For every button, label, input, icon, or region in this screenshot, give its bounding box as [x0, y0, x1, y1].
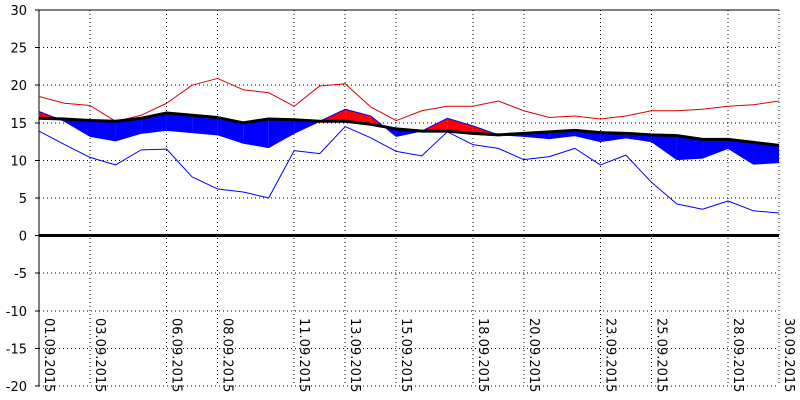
y-tick-label: 0 [19, 230, 27, 245]
below-normal-area [166, 113, 193, 133]
below-normal-area [192, 115, 218, 135]
series-max-line [38, 77, 780, 122]
x-tick-label: 18.09.2015 [475, 318, 490, 392]
x-axis-tick-labels: 01.09.2015 03.09.2015 06.09.2015 08.09.2015… [41, 318, 796, 392]
y-tick-label: 10 [10, 154, 27, 169]
y-axis-tick-labels: 30 25 20 15 10 5 0 -5 -10 -15 -20 [6, 4, 27, 395]
y-tick-label: 20 [10, 79, 27, 94]
x-tick-label: 06.09.2015 [169, 318, 184, 392]
below-normal-area [753, 142, 779, 165]
x-tick-label: 30.09.2015 [781, 318, 796, 392]
below-normal-area [600, 132, 626, 142]
below-normal-area [702, 139, 728, 159]
below-normal-area [676, 135, 703, 160]
x-tick-label: 28.09.2015 [730, 318, 745, 392]
x-tick-label: 15.09.2015 [398, 318, 413, 392]
x-tick-label: 01.09.2015 [41, 318, 56, 392]
x-tick-label: 25.09.2015 [653, 318, 668, 392]
y-tick-label: 30 [10, 4, 27, 19]
y-tick-label: 5 [19, 192, 27, 207]
x-tick-label: 03.09.2015 [92, 318, 107, 392]
below-normal-area [243, 119, 269, 148]
y-tick-label: -15 [6, 342, 27, 357]
below-normal-area [115, 118, 142, 141]
x-tick-label: 13.09.2015 [347, 318, 362, 392]
series-mean-line [38, 108, 780, 165]
y-tick-label: -5 [14, 267, 27, 282]
plot-frame [35, 9, 780, 387]
below-normal-area [727, 139, 754, 165]
below-normal-area [651, 134, 677, 160]
x-tick-label: 08.09.2015 [220, 318, 235, 392]
below-normal-area [268, 119, 295, 148]
above-normal-area [447, 118, 473, 134]
x-tick-label: 20.09.2015 [526, 318, 541, 392]
x-tick-label: 23.09.2015 [602, 318, 617, 392]
y-tick-label: -10 [6, 305, 27, 320]
series-normal-line [38, 111, 780, 147]
x-tick-label: 11.09.2015 [296, 318, 311, 392]
y-tick-label: -20 [6, 380, 27, 395]
series-min-line [38, 126, 780, 214]
y-tick-label: 25 [10, 42, 27, 57]
y-tick-label: 15 [10, 117, 27, 132]
below-normal-area [90, 120, 116, 141]
series-lines [38, 77, 780, 238]
